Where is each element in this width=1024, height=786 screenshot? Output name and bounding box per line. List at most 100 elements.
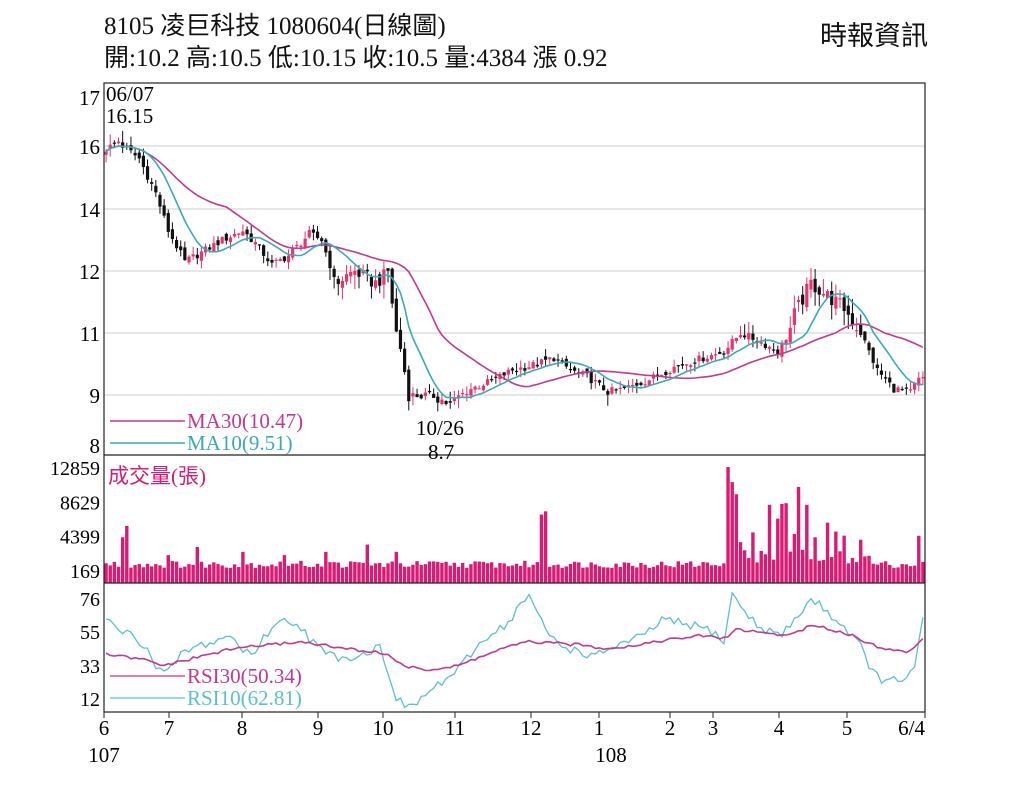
x-tick-label: 10 bbox=[373, 716, 394, 740]
rsi-tick-label: 12 bbox=[80, 689, 100, 711]
volume-bar bbox=[498, 563, 502, 583]
volume-bar bbox=[444, 561, 448, 583]
candle-body bbox=[179, 246, 183, 251]
candle-body bbox=[722, 353, 726, 355]
candle-body bbox=[635, 382, 639, 386]
x-tick-label: 6/4 bbox=[898, 716, 925, 740]
candle-body bbox=[340, 280, 345, 288]
candle-body bbox=[353, 270, 357, 275]
candle-body bbox=[228, 237, 233, 243]
candle-body bbox=[772, 349, 776, 351]
candle-body bbox=[253, 242, 257, 245]
x-tick-label: 11 bbox=[445, 716, 465, 740]
volume-bar bbox=[104, 563, 108, 583]
candle-body bbox=[759, 342, 763, 344]
candle-body bbox=[183, 247, 187, 261]
volume-bar bbox=[257, 564, 262, 583]
candle-body bbox=[519, 367, 523, 370]
candle-body bbox=[610, 387, 614, 394]
volume-bar bbox=[610, 567, 614, 583]
candle-body bbox=[589, 371, 593, 384]
x-tick-label: 9 bbox=[313, 716, 324, 740]
volume-bar bbox=[274, 566, 278, 583]
volume-bar bbox=[357, 562, 361, 583]
volume-bar bbox=[900, 564, 904, 583]
candle-body bbox=[879, 370, 884, 375]
volume-bar bbox=[776, 518, 780, 583]
candle-body bbox=[821, 293, 826, 296]
volume-bar bbox=[601, 567, 606, 583]
volume-bar bbox=[489, 562, 494, 583]
volume-bar bbox=[369, 565, 374, 583]
data-source: 時報資訊 bbox=[820, 21, 928, 51]
volume-bar bbox=[170, 561, 175, 583]
candle-body bbox=[585, 368, 589, 374]
volume-bar bbox=[597, 566, 602, 583]
candle-body bbox=[701, 357, 705, 362]
price-tick-label: 17 bbox=[79, 86, 100, 110]
volume-bar bbox=[568, 563, 573, 583]
volume-bar bbox=[552, 565, 556, 583]
volume-bar bbox=[249, 563, 253, 583]
volume-bar bbox=[767, 504, 772, 583]
candle-body bbox=[892, 383, 896, 393]
volume-bar bbox=[763, 554, 768, 583]
volume-bar bbox=[361, 562, 365, 583]
candle-body bbox=[432, 393, 436, 398]
volume-bar bbox=[713, 565, 718, 583]
volume-bar bbox=[307, 567, 311, 583]
candle-body bbox=[647, 380, 651, 386]
volume-bar bbox=[129, 567, 133, 583]
volume-bar bbox=[519, 565, 523, 583]
candle-body bbox=[776, 349, 780, 355]
year-label: 108 bbox=[595, 743, 627, 767]
year-label: 107 bbox=[88, 743, 120, 767]
candle-body bbox=[257, 244, 262, 246]
rsi30-line bbox=[105, 624, 924, 672]
candle-body bbox=[796, 299, 801, 303]
volume-bar bbox=[125, 525, 129, 583]
volume-bar bbox=[726, 467, 730, 583]
volume-bar bbox=[237, 567, 241, 583]
candle-body bbox=[908, 389, 913, 391]
volume-tick-label: 8629 bbox=[60, 492, 100, 514]
candle-body bbox=[224, 233, 228, 241]
volume-bar bbox=[514, 563, 519, 583]
x-tick-label: 6 bbox=[99, 716, 110, 740]
volume-bar bbox=[469, 564, 473, 583]
low-value-label: 8.7 bbox=[428, 440, 454, 464]
candle-body bbox=[291, 248, 295, 258]
volume-bar bbox=[838, 551, 842, 583]
volume-bar bbox=[311, 566, 316, 583]
volume-bar bbox=[614, 563, 618, 583]
candle-body bbox=[904, 387, 908, 389]
volume-bar bbox=[460, 562, 465, 583]
volume-bar bbox=[315, 563, 320, 583]
volume-bar bbox=[577, 562, 581, 583]
x-tick-label: 2 bbox=[665, 716, 676, 740]
candle-body bbox=[307, 230, 311, 238]
volume-bar bbox=[892, 567, 896, 583]
candle-body bbox=[336, 278, 340, 285]
candle-body bbox=[158, 194, 162, 207]
volume-bar bbox=[572, 561, 577, 583]
candle-body bbox=[357, 269, 361, 277]
volume-bar bbox=[697, 565, 701, 583]
volume-bar bbox=[908, 566, 913, 583]
volume-bar bbox=[473, 561, 477, 583]
candle-body bbox=[386, 268, 390, 271]
volume-bar bbox=[759, 550, 763, 583]
candle-body bbox=[270, 259, 274, 263]
volume-bar bbox=[626, 562, 631, 583]
ma10-line bbox=[105, 145, 923, 399]
candle-body bbox=[792, 308, 796, 325]
volume-bar bbox=[912, 565, 917, 583]
candle-body bbox=[427, 391, 432, 393]
candle-body bbox=[469, 389, 473, 396]
volume-bar bbox=[145, 563, 150, 583]
candle-body bbox=[867, 342, 871, 351]
candle-body bbox=[714, 354, 718, 356]
volume-bar bbox=[618, 566, 622, 583]
volume-bar bbox=[336, 562, 340, 583]
candle-body bbox=[535, 364, 539, 367]
